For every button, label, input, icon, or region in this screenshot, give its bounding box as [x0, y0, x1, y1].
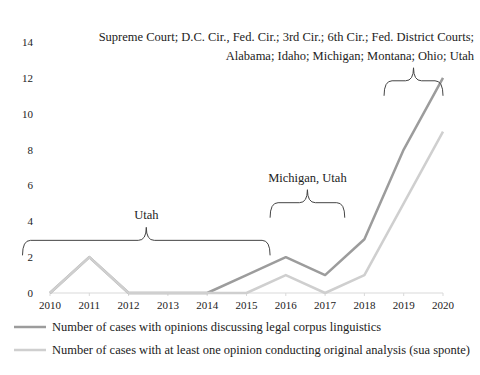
- y-tick: [36, 185, 38, 186]
- x-tick: [89, 293, 90, 296]
- y-tick: [36, 221, 38, 222]
- series-line: [50, 132, 443, 293]
- annotation-text: Michigan, Utah: [268, 171, 347, 185]
- y-tick-label: 10: [22, 108, 34, 120]
- x-tick-label: 2017: [314, 299, 337, 311]
- y-tick-label: 2: [28, 251, 34, 263]
- x-tick-label: 2020: [432, 299, 455, 311]
- y-tick-label: 6: [28, 179, 34, 191]
- x-tick-label: 2019: [393, 299, 416, 311]
- annotation-text: Supreme Court; D.C. Cir., Fed. Cir.; 3rd…: [99, 30, 474, 44]
- y-tick: [36, 293, 38, 294]
- x-tick-label: 2012: [118, 299, 140, 311]
- x-tick-label: 2010: [39, 299, 62, 311]
- chart: 0 2 4 6 8 10 12 14 2010 2011 2012 2013 2014 2015 2016 2…: [0, 0, 480, 375]
- x-tick: [364, 293, 365, 296]
- x-tick-label: 2014: [196, 299, 219, 311]
- y-tick: [36, 113, 38, 114]
- y-tick: [36, 77, 38, 78]
- x-tick-label: 2011: [79, 299, 101, 311]
- annotation-text: Utah: [134, 208, 159, 222]
- y-tick: [36, 149, 38, 150]
- y-tick: [36, 257, 38, 258]
- annotation-text: Alabama; Idaho; Michigan; Montana; Ohio;…: [226, 49, 475, 63]
- legend-swatch: [14, 326, 46, 329]
- annotation-brace: [384, 68, 443, 96]
- annotation-brace: [22, 227, 270, 255]
- x-tick: [50, 293, 51, 296]
- legend-label: Number of cases with opinions discussing…: [52, 320, 381, 334]
- y-tick-label: 4: [28, 215, 34, 227]
- y-tick-label: 14: [22, 36, 34, 48]
- annotation-brace: [270, 190, 345, 218]
- y-tick-label: 8: [28, 144, 34, 156]
- series-line: [50, 78, 443, 293]
- x-tick: [403, 293, 404, 296]
- plot-area: [50, 78, 443, 293]
- legend-label: Number of cases with at least one opinio…: [52, 343, 470, 357]
- y-tick-label: 12: [22, 72, 33, 84]
- legend-swatch: [14, 349, 46, 352]
- y-tick: [36, 42, 38, 43]
- x-tick-label: 2013: [157, 299, 180, 311]
- x-tick: [443, 293, 444, 296]
- x-tick: [285, 293, 286, 296]
- x-tick-label: 2016: [275, 299, 298, 311]
- x-tick-label: 2018: [353, 299, 376, 311]
- x-tick-label: 2015: [236, 299, 259, 311]
- y-tick-label: 0: [28, 287, 34, 299]
